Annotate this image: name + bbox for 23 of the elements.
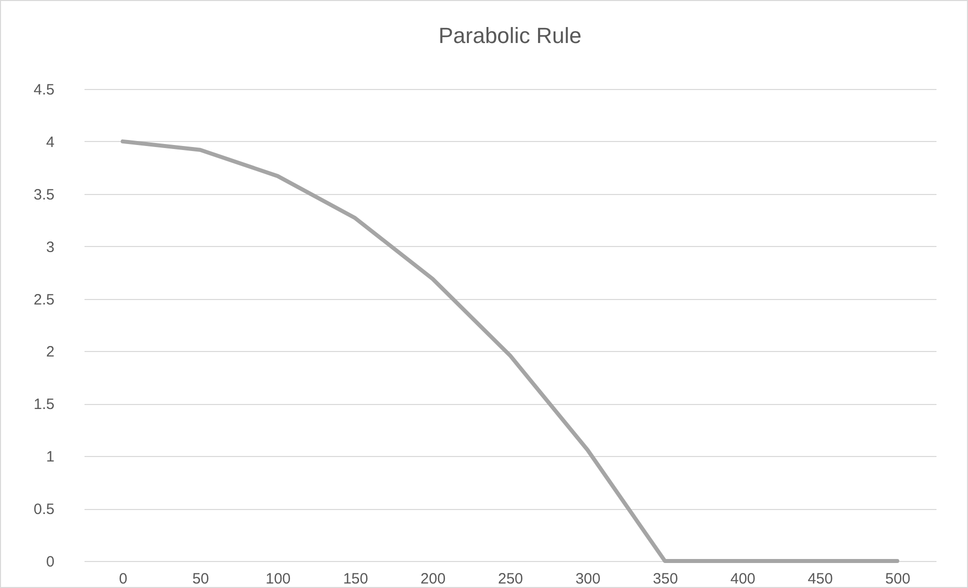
y-tick-label: 2.5	[34, 291, 54, 308]
x-tick-label: 300	[575, 570, 600, 588]
x-tick-label: 100	[266, 570, 291, 588]
y-tick-label: 3	[46, 238, 54, 256]
y-tick-label: 2	[46, 344, 54, 361]
line-series	[120, 139, 900, 563]
x-tick-label: 450	[808, 570, 833, 588]
x-tick-label: 50	[192, 570, 210, 588]
x-tick-label: 0	[119, 570, 128, 588]
y-tick-label: 1	[46, 448, 54, 466]
x-tick-label: 150	[343, 570, 368, 588]
x-tick-label: 250	[498, 570, 524, 588]
x-tick-label: 200	[420, 570, 446, 588]
y-tick-label: 4.5	[34, 82, 54, 98]
x-tick-label: 400	[730, 570, 756, 588]
y-tick-label: 0	[46, 554, 54, 570]
chart-title: Parabolic Rule	[438, 23, 582, 48]
y-tick-label: 0.5	[34, 501, 54, 518]
y-tick-label: 1.5	[34, 396, 54, 414]
x-tick-label: 350	[652, 570, 678, 588]
y-tick-label: 3.5	[34, 186, 54, 204]
x-tick-label: 500	[885, 570, 910, 588]
y-tick-label: 4	[46, 134, 54, 151]
